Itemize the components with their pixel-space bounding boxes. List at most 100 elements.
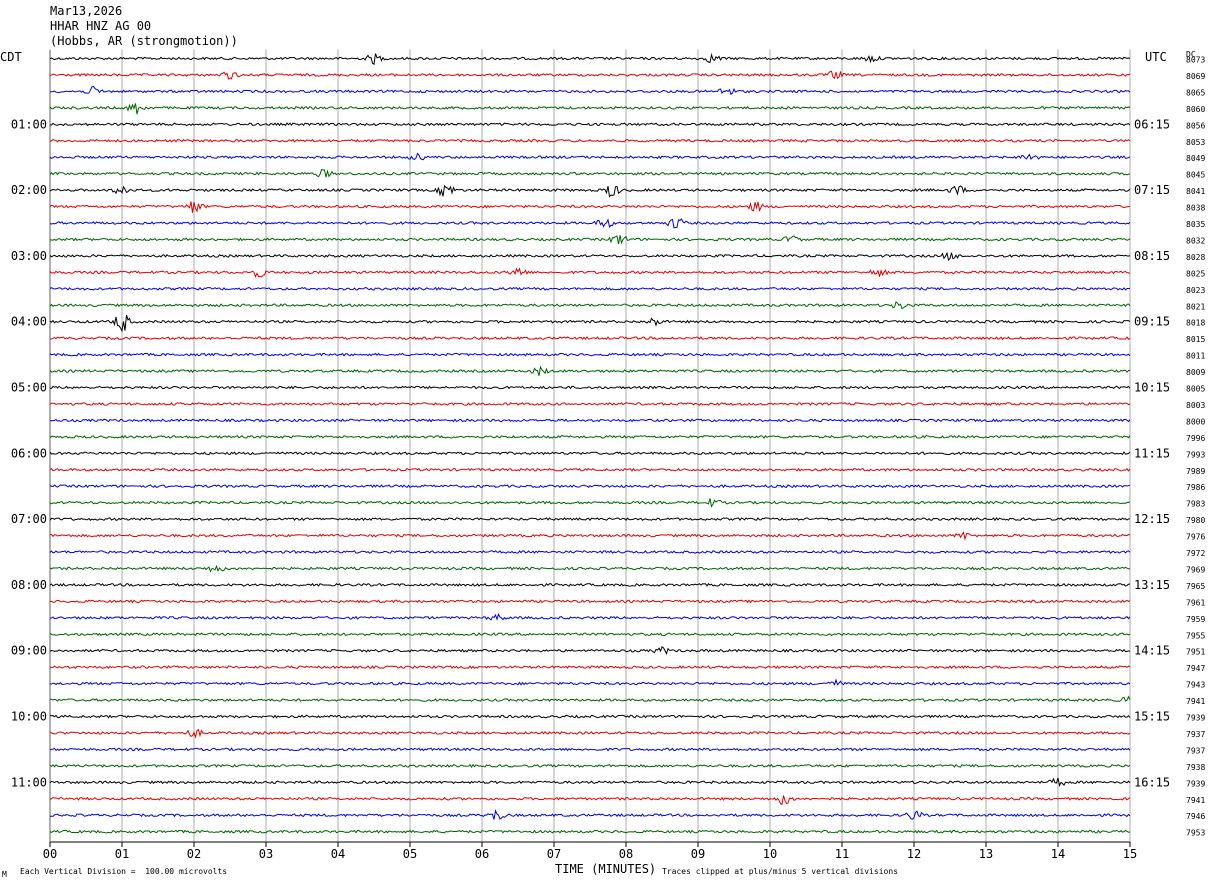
dc-offset-label: 8005 (1186, 385, 1205, 394)
seismic-trace (49, 201, 1131, 213)
left-hour-label: 07:00 (11, 512, 47, 526)
dc-offset-label: 8056 (1186, 121, 1205, 130)
left-hour-label: 09:00 (11, 644, 47, 658)
seismic-trace (49, 517, 1131, 522)
right-hour-label: 11:15 (1134, 446, 1170, 460)
dc-offset-label: 7939 (1186, 714, 1205, 723)
station-location: (Hobbs, AR (strongmotion)) (50, 34, 238, 48)
seismic-trace (49, 184, 1131, 198)
seismic-trace (49, 401, 1131, 406)
dc-offset-label: 7946 (1186, 812, 1205, 821)
x-tick-label: 05 (403, 847, 417, 861)
dc-offset-label: 7939 (1186, 779, 1205, 788)
seismic-trace (49, 352, 1131, 357)
right-hour-label: 07:15 (1134, 183, 1170, 197)
seismic-trace (49, 122, 1131, 127)
x-tick-label: 13 (979, 847, 993, 861)
right-hour-label: 15:15 (1134, 710, 1170, 724)
seismic-trace (49, 564, 1131, 573)
seismic-trace (49, 531, 1131, 541)
station-code: HHAR HNZ AG 00 (50, 19, 152, 33)
dc-offset-label: 8028 (1186, 253, 1205, 262)
seismic-trace (49, 336, 1131, 341)
seismic-trace (49, 632, 1131, 637)
dc-offset-label: 7986 (1186, 483, 1205, 492)
dc-offset-label: 8035 (1186, 220, 1205, 229)
seismic-trace (49, 418, 1131, 423)
dc-offset-label: 8000 (1186, 417, 1205, 426)
seismic-trace (49, 467, 1131, 472)
dc-offset-label: 7941 (1186, 697, 1205, 706)
dc-offset-label: 7943 (1186, 681, 1205, 690)
left-hour-label: 11:00 (11, 775, 47, 789)
seismic-trace (49, 550, 1131, 554)
dc-offset-label: 8009 (1186, 368, 1205, 377)
dc-offset-label: 8060 (1186, 105, 1205, 114)
left-timezone-label: CDT (0, 50, 22, 64)
scale-note: Each Vertical Division = 100.00 microvol… (20, 867, 228, 876)
x-tick-label: 14 (1051, 847, 1065, 861)
seismic-trace (49, 218, 1131, 229)
dc-offset-label: 7969 (1186, 565, 1205, 574)
chart-date: Mar13,2026 (50, 4, 123, 18)
dc-offset-label: 7993 (1186, 450, 1205, 459)
x-tick-label: 11 (835, 847, 849, 861)
seismic-trace (49, 582, 1131, 587)
seismic-trace (49, 300, 1131, 310)
seismic-trace (49, 138, 1131, 143)
dc-offset-label: 7955 (1186, 631, 1205, 640)
left-hour-label: 02:00 (11, 183, 47, 197)
dc-offset-label: 8011 (1186, 352, 1205, 361)
dc-offset-label: 7996 (1186, 434, 1205, 443)
dc-offset-label: 8003 (1186, 401, 1205, 410)
dc-offset-label: 7937 (1186, 730, 1205, 739)
x-tick-label: 07 (547, 847, 561, 861)
seismic-trace (49, 365, 1131, 376)
x-axis-title: TIME (MINUTES) (555, 862, 657, 876)
seismic-trace (49, 52, 1131, 66)
right-hour-label: 09:15 (1134, 315, 1170, 329)
left-hour-label: 05:00 (11, 381, 47, 395)
left-hour-label: 08:00 (11, 578, 47, 592)
x-tick-label: 09 (691, 847, 705, 861)
x-tick-label: 08 (619, 847, 633, 861)
dc-offset-label: 7961 (1186, 598, 1205, 607)
right-timezone-label: UTC (1145, 50, 1167, 64)
dc-offset-label: 7941 (1186, 796, 1205, 805)
seismic-trace (49, 714, 1131, 719)
dc-offset-label: 7959 (1186, 615, 1205, 624)
seismic-trace (49, 728, 1131, 739)
corner-mark: M (2, 870, 7, 879)
right-hour-label: 06:15 (1134, 117, 1170, 131)
dc-offset-label: 7937 (1186, 746, 1205, 755)
dc-offset-label: 7951 (1186, 648, 1205, 657)
right-hour-label: 16:15 (1134, 775, 1170, 789)
dc-offset-label: 7965 (1186, 582, 1205, 591)
right-hour-label: 08:15 (1134, 249, 1170, 263)
right-hour-label: 13:15 (1134, 578, 1170, 592)
x-tick-label: 06 (475, 847, 489, 861)
dc-offset-label: 8069 (1186, 72, 1205, 81)
x-tick-label: 03 (259, 847, 273, 861)
dc-offset-label: 7972 (1186, 549, 1205, 558)
seismic-trace (49, 695, 1131, 702)
left-hour-label: 04:00 (11, 315, 47, 329)
right-hour-label: 12:15 (1134, 512, 1170, 526)
seismic-trace (49, 152, 1131, 161)
dc-offset-label: 7947 (1186, 664, 1205, 673)
dc-offset-label: 8032 (1186, 236, 1205, 245)
dc-offset-label: 7980 (1186, 516, 1205, 525)
dc-offset-label: 8038 (1186, 204, 1205, 213)
right-hour-label: 14:15 (1134, 644, 1170, 658)
x-tick-label: 12 (907, 847, 921, 861)
dc-offset-label: 7938 (1186, 763, 1205, 772)
seismic-trace (49, 612, 1131, 621)
seismic-trace (49, 267, 1131, 279)
dc-offset-label: 8021 (1186, 302, 1205, 311)
seismic-trace (49, 645, 1131, 655)
dc-offset-label: 8065 (1186, 88, 1205, 97)
seismic-trace (49, 103, 1131, 115)
x-tick-label: 00 (43, 847, 57, 861)
left-hour-label: 01:00 (11, 117, 47, 131)
dc-offset-label: 8023 (1186, 286, 1205, 295)
